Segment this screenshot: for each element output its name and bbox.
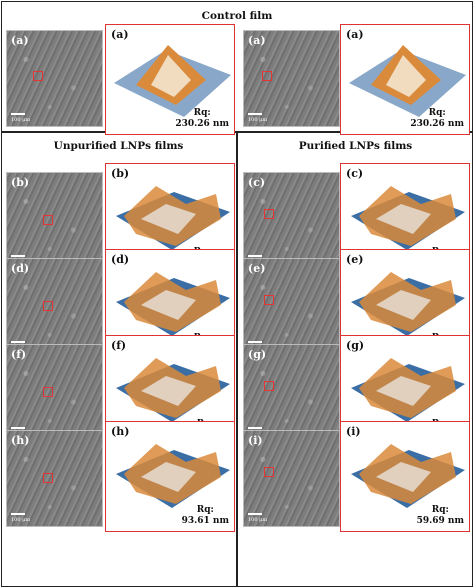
sem-image: (a) 100 μm bbox=[6, 30, 103, 127]
afm-3d-plot: (i) Rq: 59.69 nm bbox=[340, 421, 470, 532]
scale-bar bbox=[11, 427, 25, 429]
rq-value: Rq: 59.69 nm bbox=[416, 505, 464, 526]
panel-letter: (a) bbox=[111, 28, 129, 41]
scale-label: 100 μm bbox=[248, 517, 268, 523]
sem-image: (d) 100 μm bbox=[6, 258, 103, 355]
purified-heading: Purified LNPs films bbox=[298, 140, 413, 152]
panel-letter: (c) bbox=[346, 167, 364, 180]
panel-letter: (e) bbox=[248, 262, 266, 275]
sem-image: (g) 100 μm bbox=[243, 344, 340, 441]
roi-box bbox=[43, 473, 53, 483]
panel-letter: (i) bbox=[248, 434, 263, 447]
roi-box bbox=[264, 467, 274, 477]
roi-box bbox=[262, 71, 272, 81]
afm-3d-plot: (a) Rq: 230.26 nm bbox=[105, 24, 235, 135]
sem-image: (b) 100 μm bbox=[6, 172, 103, 269]
scale-bar bbox=[11, 255, 25, 257]
scale-label: 100 μm bbox=[11, 117, 31, 123]
panel-letter: (f) bbox=[111, 339, 127, 352]
scale-bar bbox=[248, 427, 262, 429]
roi-box bbox=[264, 295, 274, 305]
roi-box bbox=[33, 71, 43, 81]
scale-label: 100 μm bbox=[11, 517, 31, 523]
rq-value: Rq: 230.26 nm bbox=[175, 108, 229, 129]
sem-image: (f) 100 μm bbox=[6, 344, 103, 441]
panel-letter: (f) bbox=[11, 348, 27, 361]
roi-box bbox=[43, 387, 53, 397]
scale-bar bbox=[248, 513, 262, 515]
control-heading: Control film bbox=[201, 10, 273, 22]
scale-bar bbox=[248, 341, 262, 343]
sem-image: (e) 100 μm bbox=[243, 258, 340, 355]
panel-letter: (d) bbox=[11, 262, 30, 275]
panel-letter: (a) bbox=[248, 34, 266, 47]
sem-image: (h) 100 μm bbox=[6, 430, 103, 527]
panel-letter: (a) bbox=[11, 34, 29, 47]
panel-letter: (h) bbox=[111, 425, 130, 438]
afm-3d-plot: (a) Rq: 230.26 nm bbox=[340, 24, 470, 135]
panel-letter: (b) bbox=[111, 167, 130, 180]
roi-box bbox=[264, 381, 274, 391]
control-section bbox=[1, 1, 473, 132]
scale-bar bbox=[11, 513, 25, 515]
scale-bar bbox=[248, 113, 262, 115]
scale-bar bbox=[11, 341, 25, 343]
panel-letter: (b) bbox=[11, 176, 30, 189]
roi-box bbox=[43, 215, 53, 225]
roi-box bbox=[43, 301, 53, 311]
scale-label: 100 μm bbox=[248, 117, 268, 123]
roi-box bbox=[264, 209, 274, 219]
sem-image: (a) 100 μm bbox=[243, 30, 340, 127]
panel-letter: (e) bbox=[346, 253, 364, 266]
panel-letter: (i) bbox=[346, 425, 361, 438]
panel-letter: (g) bbox=[248, 348, 267, 361]
panel-letter: (h) bbox=[11, 434, 30, 447]
rq-value: Rq: 230.26 nm bbox=[410, 108, 464, 129]
afm-3d-plot: (h) Rq: 93.61 nm bbox=[105, 421, 235, 532]
panel-letter: (c) bbox=[248, 176, 266, 189]
panel-letter: (d) bbox=[111, 253, 130, 266]
scale-bar bbox=[11, 113, 25, 115]
panel-letter: (g) bbox=[346, 339, 365, 352]
rq-value: Rq: 93.61 nm bbox=[181, 505, 229, 526]
panel-letter: (a) bbox=[346, 28, 364, 41]
unpurified-heading: Unpurified LNPs films bbox=[53, 140, 184, 152]
scale-bar bbox=[248, 255, 262, 257]
sem-image: (i) 100 μm bbox=[243, 430, 340, 527]
sem-image: (c) 100 μm bbox=[243, 172, 340, 269]
